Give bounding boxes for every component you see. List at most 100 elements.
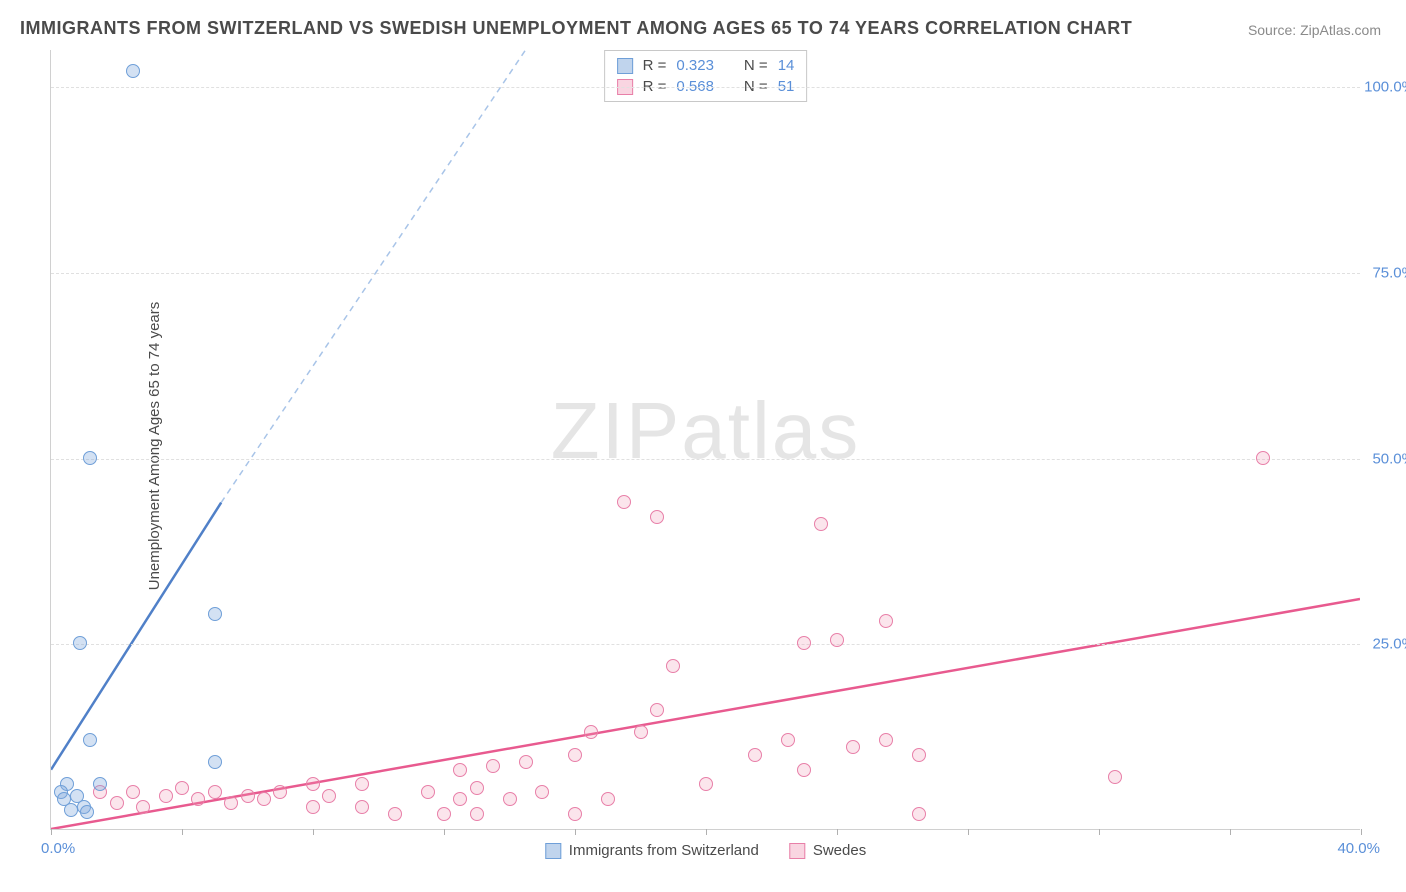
source-value: ZipAtlas.com (1300, 22, 1381, 38)
data-point (634, 725, 648, 739)
data-point (486, 759, 500, 773)
data-point (306, 777, 320, 791)
data-point (421, 785, 435, 799)
gridline-h (51, 459, 1360, 460)
data-point (584, 725, 598, 739)
gridline-h (51, 644, 1360, 645)
data-point (568, 748, 582, 762)
legend-label-blue: Immigrants from Switzerland (569, 842, 759, 859)
plot-area: ZIPatlas R = 0.323 N = 14 R = 0.568 N = … (50, 50, 1360, 830)
data-point (388, 807, 402, 821)
legend-item-pink: Swedes (789, 842, 866, 859)
x-tick (575, 829, 576, 835)
data-point (879, 733, 893, 747)
data-point (814, 517, 828, 531)
data-point (191, 792, 205, 806)
data-point (241, 789, 255, 803)
data-point (797, 636, 811, 650)
data-point (470, 807, 484, 821)
data-point (355, 800, 369, 814)
x-axis-max-label: 40.0% (1337, 840, 1380, 857)
regression-lines-svg (51, 50, 1360, 829)
data-point (306, 800, 320, 814)
correlation-box: R = 0.323 N = 14 R = 0.568 N = 51 (604, 50, 808, 102)
chart-container: IMMIGRANTS FROM SWITZERLAND VS SWEDISH U… (0, 0, 1406, 892)
data-point (93, 777, 107, 791)
r-label: R = (643, 57, 667, 74)
watermark: ZIPatlas (551, 384, 860, 476)
x-tick (182, 829, 183, 835)
legend-item-blue: Immigrants from Switzerland (545, 842, 759, 859)
y-tick-label: 25.0% (1372, 636, 1406, 653)
n-label: N = (744, 57, 768, 74)
gridline-h (51, 273, 1360, 274)
data-point (601, 792, 615, 806)
x-tick (968, 829, 969, 835)
swatch-icon (617, 58, 633, 74)
data-point (110, 796, 124, 810)
y-tick-label: 100.0% (1364, 79, 1406, 96)
n-value-blue: 14 (778, 57, 795, 74)
data-point (846, 740, 860, 754)
x-axis-min-label: 0.0% (41, 840, 75, 857)
data-point (781, 733, 795, 747)
regression-line (221, 50, 525, 503)
data-point (257, 792, 271, 806)
data-point (83, 451, 97, 465)
data-point (1256, 451, 1270, 465)
data-point (73, 636, 87, 650)
data-point (159, 789, 173, 803)
gridline-h (51, 87, 1360, 88)
x-tick (837, 829, 838, 835)
data-point (83, 733, 97, 747)
x-tick (51, 829, 52, 835)
data-point (470, 781, 484, 795)
correlation-row-blue: R = 0.323 N = 14 (617, 55, 795, 76)
x-tick (706, 829, 707, 835)
y-tick-label: 75.0% (1372, 264, 1406, 281)
data-point (208, 607, 222, 621)
x-tick (1099, 829, 1100, 835)
data-point (208, 755, 222, 769)
data-point (126, 64, 140, 78)
data-point (699, 777, 713, 791)
data-point (650, 703, 664, 717)
data-point (879, 614, 893, 628)
data-point (650, 510, 664, 524)
y-tick-label: 50.0% (1372, 450, 1406, 467)
chart-title: IMMIGRANTS FROM SWITZERLAND VS SWEDISH U… (20, 18, 1132, 39)
data-point (797, 763, 811, 777)
source-label: Source: (1248, 22, 1300, 38)
bottom-legend: Immigrants from Switzerland Swedes (545, 842, 866, 859)
data-point (912, 807, 926, 821)
data-point (503, 792, 517, 806)
data-point (1108, 770, 1122, 784)
watermark-thin: atlas (681, 385, 860, 474)
data-point (273, 785, 287, 799)
data-point (519, 755, 533, 769)
data-point (126, 785, 140, 799)
x-tick (444, 829, 445, 835)
legend-label-pink: Swedes (813, 842, 866, 859)
data-point (437, 807, 451, 821)
r-value-blue: 0.323 (676, 57, 714, 74)
data-point (80, 805, 94, 819)
data-point (355, 777, 369, 791)
watermark-bold: ZIP (551, 385, 681, 474)
data-point (568, 807, 582, 821)
data-point (830, 633, 844, 647)
data-point (535, 785, 549, 799)
swatch-icon (789, 843, 805, 859)
data-point (175, 781, 189, 795)
x-tick (1361, 829, 1362, 835)
x-tick (1230, 829, 1231, 835)
data-point (912, 748, 926, 762)
data-point (453, 763, 467, 777)
data-point (224, 796, 238, 810)
data-point (453, 792, 467, 806)
data-point (666, 659, 680, 673)
data-point (208, 785, 222, 799)
data-point (617, 495, 631, 509)
data-point (322, 789, 336, 803)
data-point (64, 803, 78, 817)
